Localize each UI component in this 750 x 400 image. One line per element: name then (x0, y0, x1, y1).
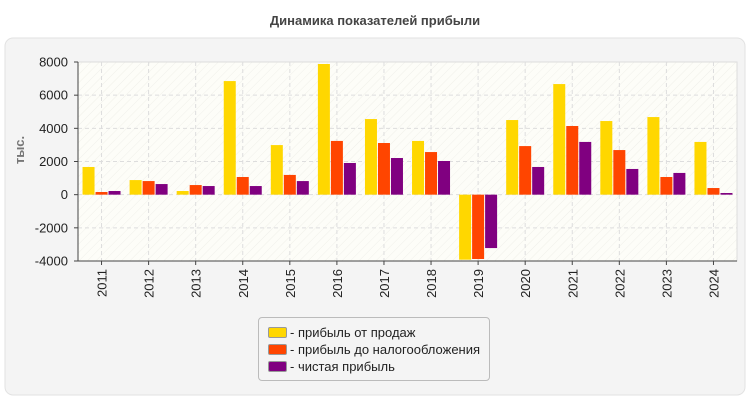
bar-pretax-profit (142, 181, 155, 195)
bar-sales-profit (270, 145, 283, 195)
bar-net-profit (202, 186, 215, 195)
bar-net-profit (155, 184, 168, 195)
x-tick-label: 2011 (95, 269, 110, 297)
y-tick-label: 2000 (39, 154, 68, 169)
bar-pretax-profit (236, 177, 249, 195)
legend-swatch (268, 361, 287, 372)
x-tick-label: 2018 (424, 269, 439, 298)
x-tick-label: 2014 (236, 269, 251, 298)
bar-net-profit (532, 166, 545, 195)
bar-net-profit (485, 194, 498, 249)
bar-net-profit (296, 181, 309, 195)
bar-sales-profit (82, 166, 95, 195)
x-tick-label: 2013 (189, 269, 204, 298)
y-tick-label: 6000 (39, 88, 68, 103)
bar-pretax-profit (472, 194, 485, 260)
bar-pretax-profit (566, 126, 579, 195)
legend-item-sales-profit: - прибыль от продаж (268, 324, 489, 341)
x-tick-label: 2021 (565, 269, 580, 298)
bar-pretax-profit (707, 188, 720, 195)
bar-sales-profit (694, 141, 707, 195)
x-tick-label: 2019 (471, 269, 486, 298)
bar-net-profit (626, 168, 639, 195)
bar-sales-profit (364, 119, 377, 195)
bar-pretax-profit (330, 140, 343, 195)
bar-sales-profit (317, 63, 330, 195)
legend: - прибыль от продаж - прибыль до налогоо… (258, 317, 490, 381)
legend-label: - прибыль до налогообложения (290, 342, 481, 357)
bar-net-profit (108, 191, 121, 195)
bar-net-profit (343, 162, 356, 195)
x-tick-label: 2024 (706, 269, 721, 298)
bar-pretax-profit (377, 143, 390, 195)
bar-sales-profit (506, 120, 519, 195)
x-tick-label: 2020 (518, 269, 533, 298)
y-tick-label: 0 (61, 187, 68, 202)
bar-sales-profit (600, 121, 613, 195)
legend-swatch (268, 327, 287, 338)
bar-net-profit (673, 172, 686, 195)
x-tick-label: 2017 (377, 269, 392, 298)
x-tick-label: 2023 (659, 269, 674, 298)
bar-pretax-profit (95, 192, 108, 195)
x-tick-label: 2016 (330, 269, 345, 298)
bar-net-profit (390, 158, 403, 195)
bar-pretax-profit (613, 150, 626, 195)
bar-net-profit (579, 141, 592, 195)
chart-title: Динамика показателей прибыли (270, 13, 480, 28)
y-axis-label: тыс. (12, 136, 27, 164)
bar-sales-profit (459, 194, 472, 260)
bar-net-profit (438, 161, 451, 195)
legend-item-pretax-profit: - прибыль до налогообложения (268, 341, 489, 358)
bar-sales-profit (412, 140, 425, 195)
bar-sales-profit (176, 191, 189, 195)
bar-pretax-profit (283, 174, 296, 195)
x-tick-label: 2012 (142, 269, 157, 298)
x-tick-label: 2015 (283, 269, 298, 298)
bar-net-profit (249, 186, 262, 195)
bar-sales-profit (553, 84, 566, 195)
y-tick-label: -2000 (35, 220, 68, 235)
y-tick-label: 4000 (39, 121, 68, 136)
legend-item-net-profit: - чистая прибыль (268, 358, 489, 375)
bar-sales-profit (223, 81, 236, 195)
bar-pretax-profit (660, 177, 673, 195)
y-tick-label: 8000 (39, 55, 68, 70)
bar-sales-profit (647, 117, 660, 195)
bar-pretax-profit (519, 146, 532, 195)
bar-pretax-profit (425, 152, 438, 195)
bar-pretax-profit (189, 185, 202, 195)
bar-sales-profit (129, 180, 142, 195)
y-tick-label: -4000 (35, 254, 68, 269)
legend-label: - прибыль от продаж (290, 325, 416, 340)
legend-label: - чистая прибыль (290, 359, 395, 374)
bar-net-profit (720, 193, 733, 195)
x-tick-label: 2022 (612, 269, 627, 298)
legend-swatch (268, 344, 287, 355)
